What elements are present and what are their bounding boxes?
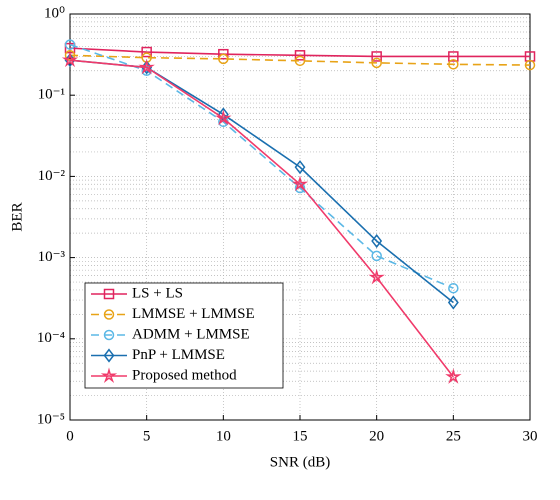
legend-marker — [103, 329, 115, 341]
data-point — [371, 233, 383, 249]
legend-label: Proposed method — [132, 367, 237, 383]
x-tick-label: 15 — [293, 428, 308, 444]
data-point — [218, 48, 229, 60]
legend-label: LS + LS — [132, 285, 183, 301]
plot-frame — [69, 13, 531, 421]
y-axis-label: BER — [9, 202, 25, 231]
legend-marker — [100, 367, 118, 383]
series-line — [69, 59, 454, 378]
x-tick-label: 25 — [446, 428, 461, 444]
data-point — [448, 51, 459, 62]
legend-label: ADMM + LMMSE — [132, 326, 250, 342]
data-point — [371, 250, 382, 262]
data-point — [371, 57, 382, 69]
data-point — [138, 58, 155, 75]
data-point — [61, 51, 79, 68]
data-point — [445, 368, 462, 384]
data-point — [294, 50, 306, 61]
series-line — [69, 47, 530, 58]
legend-label: LMMSE + LMMSE — [132, 306, 255, 322]
data-point — [448, 59, 459, 70]
data-point — [64, 39, 76, 50]
data-point — [524, 59, 536, 71]
x-tick-label: 20 — [369, 428, 384, 444]
y-tick-label: 10⁻⁴ — [37, 330, 65, 346]
y-tick-label: 10⁻¹ — [38, 87, 65, 103]
x-tick-label: 5 — [143, 428, 151, 444]
y-tick-label: 10⁻³ — [38, 249, 66, 265]
data-point — [294, 55, 306, 67]
legend-marker — [103, 288, 115, 300]
data-point — [215, 109, 232, 126]
x-tick-label: 30 — [523, 428, 538, 444]
y-tick-label: 10⁰ — [44, 5, 65, 21]
data-point — [64, 50, 76, 61]
y-tick-label: 10⁻² — [38, 168, 66, 184]
legend: LS + LS LMMSE + LMMSE ADMM + LMMSE PnP + LM… — [84, 282, 284, 389]
legend-marker — [103, 348, 115, 363]
x-tick-label: 0 — [66, 428, 74, 444]
data-point — [447, 295, 459, 310]
series-line — [69, 54, 531, 66]
data-point — [218, 53, 229, 65]
x-tick-label: 10 — [216, 428, 231, 444]
legend-label: PnP + LMMSE — [132, 347, 225, 363]
data-point — [448, 282, 459, 294]
legend-marker — [103, 309, 115, 320]
data-point — [368, 268, 385, 285]
data-point — [141, 46, 152, 58]
data-point — [291, 175, 309, 192]
data-point — [294, 160, 306, 175]
x-axis-label: SNR (dB) — [270, 454, 330, 470]
data-point — [371, 51, 382, 62]
y-tick-label: 10⁻⁵ — [37, 411, 65, 427]
